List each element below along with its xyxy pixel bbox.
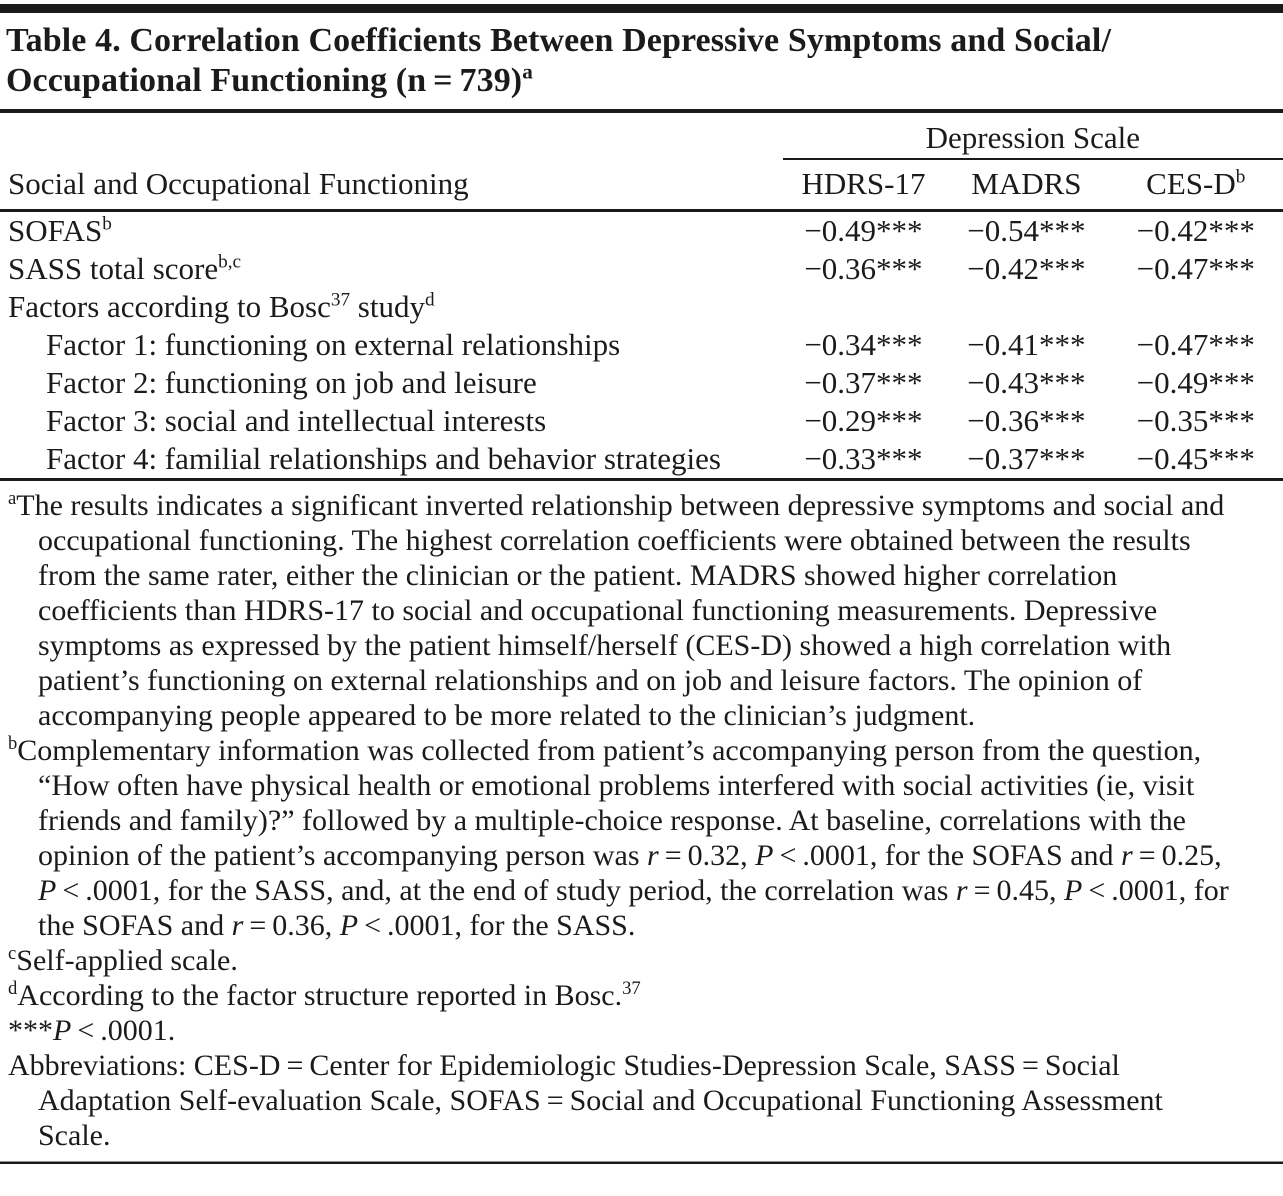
value-cell: −0.41***	[967, 327, 1086, 362]
column-header-madrs: MADRS	[944, 159, 1109, 212]
row-label: Factor 1: functioning on external relati…	[46, 327, 621, 362]
table-row-factor3: Factor 3: social and intellectual intere…	[0, 402, 1283, 440]
footnote-d: dAccording to the factor structure repor…	[8, 978, 641, 1012]
value-cell: −0.43***	[967, 365, 1086, 400]
depression-scale-spanner: Depression Scale	[782, 113, 1283, 160]
value-cell: −0.37***	[804, 365, 923, 400]
value-cell: −0.36***	[804, 251, 923, 286]
value-cell: −0.36***	[967, 403, 1086, 438]
table-title: Table 4. Correlation Coefficients Betwee…	[6, 22, 1111, 99]
footnote-significance: ***P < .0001.	[8, 1014, 176, 1047]
table-row-factors-heading: Factors according to Bosc37 studyd	[0, 288, 1283, 326]
value-cell: −0.45***	[1108, 440, 1283, 481]
value-cell	[783, 288, 945, 326]
row-label: SOFASb	[8, 213, 112, 248]
paper-table-figure: Table 4. Correlation Coefficients Betwee…	[0, 4, 1283, 1164]
value-cell: −0.49***	[804, 213, 923, 248]
value-cell: −0.47***	[1136, 327, 1255, 362]
spanner-row: Depression Scale	[0, 113, 1283, 160]
value-cell: −0.49***	[1136, 365, 1255, 400]
bottom-rule	[0, 1161, 1283, 1164]
row-label: SASS total scoreb,c	[8, 251, 242, 286]
row-label: Factor 2: functioning on job and leisure	[46, 365, 537, 400]
footnote-c: cSelf-applied scale.	[8, 943, 238, 977]
table-row-sass: SASS total scoreb,c −0.36*** −0.42*** −0…	[0, 250, 1283, 288]
value-cell: −0.47***	[1136, 251, 1255, 286]
title-rule	[0, 109, 1283, 113]
value-cell: −0.54***	[967, 213, 1086, 248]
row-label: Factor 4: familial relationships and beh…	[0, 440, 783, 481]
spanner-spacer	[0, 113, 783, 159]
footnote-a: aThe results indicates a significant inv…	[8, 488, 1225, 732]
footnote-abbreviations: Abbreviations: CES-D = Center for Epidem…	[8, 1049, 1163, 1152]
table-row-factor1: Factor 1: functioning on external relati…	[0, 326, 1283, 364]
row-label: Factor 3: social and intellectual intere…	[46, 403, 547, 438]
value-cell: −0.34***	[804, 327, 923, 362]
table-row-sofas: SOFASb −0.49*** −0.54*** −0.42***	[0, 211, 1283, 251]
value-cell	[944, 288, 1108, 326]
table-row-factor2: Factor 2: functioning on job and leisure…	[0, 364, 1283, 402]
row-label: Factors according to Bosc37 studyd	[8, 289, 435, 324]
top-rule	[0, 4, 1283, 13]
value-cell: −0.29***	[804, 403, 923, 438]
value-cell: −0.37***	[944, 440, 1109, 481]
value-cell: −0.42***	[1136, 213, 1255, 248]
footnote-b: bComplementary information was collected…	[8, 733, 1229, 942]
column-header-hdrs17: HDRS-17	[782, 159, 945, 212]
value-cell	[1109, 288, 1283, 326]
correlation-table: Depression Scale Social and Occupational…	[0, 113, 1283, 481]
column-header-functioning: Social and Occupational Functioning	[0, 159, 783, 212]
value-cell: −0.33***	[782, 440, 945, 481]
column-header-cesd: CES-Db	[1108, 159, 1283, 212]
value-cell: −0.35***	[1136, 403, 1255, 438]
footnotes-section: aThe results indicates a significant inv…	[0, 481, 1283, 1153]
table-row-factor4: Factor 4: familial relationships and beh…	[0, 440, 1283, 481]
value-cell: −0.42***	[967, 251, 1086, 286]
column-header-row: Social and Occupational Functioning HDRS…	[0, 159, 1283, 212]
